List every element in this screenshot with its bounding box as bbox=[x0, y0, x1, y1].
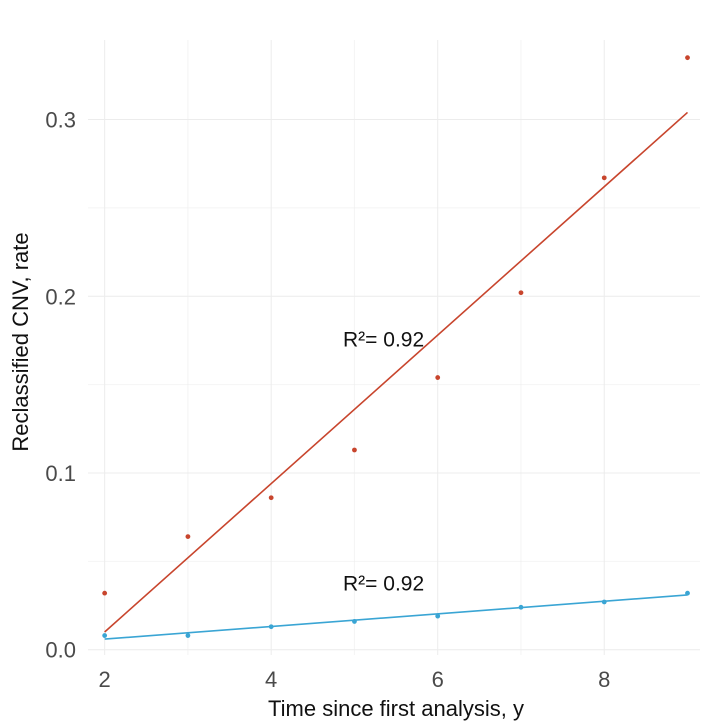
data-point-red bbox=[102, 590, 108, 596]
data-point-red bbox=[435, 375, 441, 380]
trend-line-red bbox=[104, 111, 689, 633]
x-tick-label: 2 bbox=[99, 667, 111, 692]
y-tick-label: 0.3 bbox=[45, 108, 76, 133]
data-points bbox=[102, 55, 690, 638]
data-point-blue bbox=[685, 590, 690, 596]
x-tick-label: 8 bbox=[598, 667, 610, 692]
data-point-blue bbox=[518, 604, 524, 610]
annotations: R²= 0.92 R²= 0.92 bbox=[343, 329, 424, 596]
grid bbox=[88, 40, 700, 655]
data-point-blue bbox=[435, 613, 441, 619]
x-axis-title: Time since first analysis, y bbox=[268, 696, 524, 721]
y-tick-label: 0.2 bbox=[45, 284, 76, 309]
data-point-blue bbox=[601, 599, 607, 605]
y-tick-label: 0.1 bbox=[45, 461, 76, 486]
x-tick-label: 4 bbox=[265, 667, 277, 692]
data-point-red bbox=[268, 495, 274, 501]
data-point-blue bbox=[352, 619, 357, 624]
trend-lines bbox=[104, 111, 689, 640]
y-tick-label: 0.0 bbox=[45, 638, 76, 663]
y-axis-title: Reclassified CNV, rate bbox=[8, 232, 33, 451]
data-point-red bbox=[601, 175, 607, 181]
data-point-red bbox=[518, 290, 524, 296]
x-tick-label: 6 bbox=[432, 667, 444, 692]
r-squared-annotation: R²= 0.92 bbox=[343, 329, 424, 352]
data-point-blue bbox=[102, 633, 108, 638]
data-point-red bbox=[685, 55, 690, 61]
data-point-blue bbox=[268, 624, 274, 630]
data-point-red bbox=[185, 534, 191, 539]
trend-line-blue bbox=[104, 594, 688, 640]
tick-labels: 0.0 0.1 0.2 0.3 2 4 6 8 bbox=[45, 108, 610, 692]
r-squared-annotation: R²= 0.92 bbox=[343, 573, 424, 596]
data-point-red bbox=[352, 447, 357, 453]
data-point-blue bbox=[185, 633, 191, 638]
